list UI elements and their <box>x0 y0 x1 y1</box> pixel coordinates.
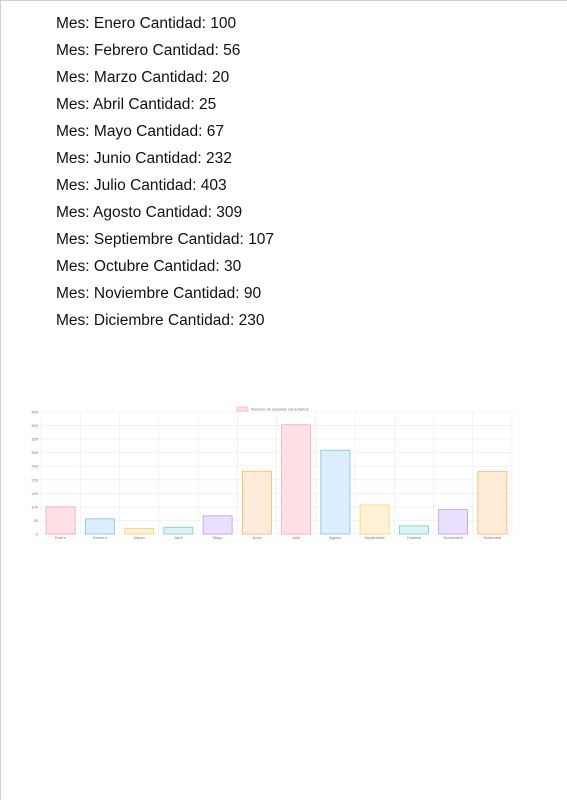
quantity-value: 403 <box>200 177 227 194</box>
bar-marzo <box>124 528 155 535</box>
y-tick-label: 400 <box>31 423 38 428</box>
quantity-value: 25 <box>199 96 217 113</box>
month-name: Abril <box>93 96 125 113</box>
list-item: Mes: Mayo Cantidad: 67 <box>56 122 274 149</box>
list-item: Mes: Enero Cantidad: 100 <box>56 14 274 41</box>
quantity-prefix: Cantidad: <box>173 285 240 302</box>
x-tick-label: Febrero <box>93 535 108 540</box>
month-prefix: Mes: <box>56 258 90 275</box>
month-prefix: Mes: <box>56 96 90 113</box>
quantity-prefix: Cantidad: <box>153 258 220 275</box>
quantity-value: 30 <box>224 258 242 275</box>
month-prefix: Mes: <box>56 123 90 140</box>
quantity-prefix: Cantidad: <box>177 231 244 248</box>
y-tick-label: 300 <box>31 450 38 455</box>
month-name: Marzo <box>93 69 137 86</box>
y-tick-label: 100 <box>31 504 38 509</box>
list-item: Mes: Abril Cantidad: 25 <box>56 95 274 122</box>
bar-febrero <box>84 518 115 535</box>
list-item: Mes: Octubre Cantidad: 30 <box>56 257 274 284</box>
quantity-value: 56 <box>223 42 241 59</box>
month-name: Enero <box>93 15 136 32</box>
x-tick-label: Septiembre <box>364 535 385 540</box>
list-item: Mes: Agosto Cantidad: 309 <box>56 203 274 230</box>
list-item: Mes: Septiembre Cantidad: 107 <box>56 230 274 257</box>
month-prefix: Mes: <box>56 15 90 32</box>
list-item: Mes: Febrero Cantidad: 56 <box>56 41 274 68</box>
quantity-value: 100 <box>210 15 237 32</box>
x-tick-label: Julio <box>292 535 301 540</box>
bar-diciembre <box>477 471 508 535</box>
x-tick-label: Diciembre <box>483 535 502 540</box>
month-name: Julio <box>93 177 126 194</box>
legend-swatch <box>236 406 249 412</box>
month-name: Febrero <box>93 42 149 59</box>
quantity-value: 309 <box>216 204 243 221</box>
quantity-value: 107 <box>248 231 275 248</box>
month-prefix: Mes: <box>56 69 90 86</box>
y-tick-label: 200 <box>31 477 38 482</box>
month-name: Agosto <box>93 204 142 221</box>
month-prefix: Mes: <box>56 312 90 329</box>
bar-junio <box>241 470 272 535</box>
list-item: Mes: Noviembre Cantidad: 90 <box>56 284 274 311</box>
quantity-prefix: Cantidad: <box>130 177 197 194</box>
y-tick-label: 150 <box>31 491 38 496</box>
chart-svg: 0 50 100 150 200 250 300 350 400 450 Enero Febrero M… <box>31 406 513 540</box>
month-name: Septiembre <box>93 231 174 248</box>
quantity-prefix: Cantidad: <box>145 204 212 221</box>
month-quantity-list: Mes: Enero Cantidad: 100 Mes: Febrero Can… <box>56 14 274 338</box>
x-tick-label: Octubre <box>407 535 422 540</box>
x-tick-label: Marzo <box>134 535 146 540</box>
list-item: Mes: Marzo Cantidad: 20 <box>56 68 274 95</box>
list-item: Mes: Junio Cantidad: 232 <box>56 149 274 176</box>
x-tick-label: Abril <box>174 535 182 540</box>
quantity-prefix: Cantidad: <box>139 15 206 32</box>
month-name: Noviembre <box>93 285 169 302</box>
y-tick-label: 250 <box>31 464 38 469</box>
bar-enero <box>45 506 76 535</box>
bar-mayo <box>202 515 233 535</box>
quantity-prefix: Cantidad: <box>152 42 219 59</box>
month-name: Octubre <box>93 258 150 275</box>
x-tick-label: Agosto <box>329 535 342 540</box>
bar-agosto <box>320 449 351 535</box>
quantity-prefix: Cantidad: <box>136 123 203 140</box>
bar-octubre <box>398 525 429 535</box>
quantity-prefix: Cantidad: <box>141 69 208 86</box>
bar-julio <box>281 424 312 535</box>
month-name: Diciembre <box>93 312 164 329</box>
y-tick-label: 450 <box>31 410 38 415</box>
quantity-prefix: Cantidad: <box>135 150 202 167</box>
bar-abril <box>163 526 194 535</box>
month-prefix: Mes: <box>56 204 90 221</box>
month-name: Mayo <box>93 123 132 140</box>
quantity-value: 232 <box>205 150 232 167</box>
month-prefix: Mes: <box>56 42 90 59</box>
x-tick-label: Enero <box>55 535 66 540</box>
month-prefix: Mes: <box>56 177 90 194</box>
month-prefix: Mes: <box>56 231 90 248</box>
bar-septiembre <box>359 504 390 535</box>
quantity-value: 20 <box>211 69 230 86</box>
quantity-prefix: Cantidad: <box>128 96 195 113</box>
month-name: Junio <box>93 150 131 167</box>
quantity-value: 90 <box>243 285 262 302</box>
x-tick-label: Mayo <box>213 535 224 540</box>
list-item: Mes: Julio Cantidad: 403 <box>56 176 274 203</box>
quantity-prefix: Cantidad: <box>167 312 235 329</box>
x-tick-label: Junio <box>252 535 262 540</box>
quantity-value: 230 <box>238 312 265 329</box>
month-prefix: Mes: <box>56 150 90 167</box>
users-bar-chart: 0 50 100 150 200 250 300 350 400 450 Enero Febrero M… <box>29 405 515 545</box>
y-tick-label: 350 <box>31 437 38 442</box>
list-item: Mes: Diciembre Cantidad: 230 <box>56 311 274 338</box>
y-tick-label: 50 <box>34 518 39 523</box>
bar-noviembre <box>438 509 469 535</box>
x-tick-label: Noviembre <box>443 535 463 540</box>
quantity-value: 67 <box>206 123 225 140</box>
y-tick-label: 0 <box>36 532 39 537</box>
legend-label: Número de usuarios conectados <box>251 407 309 412</box>
month-prefix: Mes: <box>56 285 90 302</box>
